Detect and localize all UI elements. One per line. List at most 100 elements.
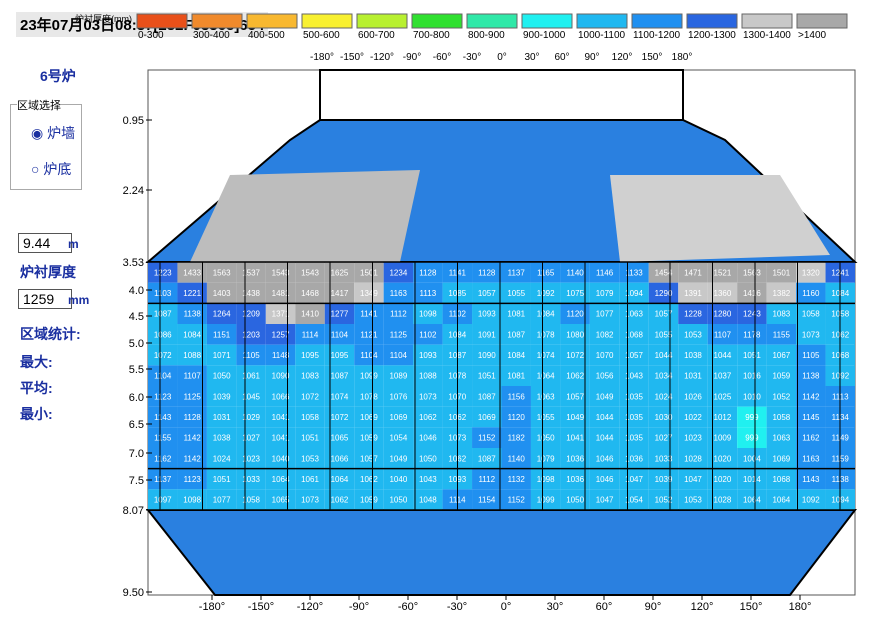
top-axis-label: 180° [672,52,693,63]
cell [206,303,237,324]
cell-value: 1084 [507,351,525,360]
x-axis-label: 120° [691,601,714,613]
cell-value: 1454 [655,268,673,277]
cell [177,303,207,324]
cell-value: 1137 [508,268,526,277]
y-axis-label: 7.0 [129,448,144,460]
cell [589,303,620,324]
cell-value: 1501 [772,268,790,277]
cell-value: 1360 [714,289,732,298]
cell [148,262,178,283]
cell [560,448,590,469]
cell [560,406,590,428]
cell-value: 1065 [331,434,349,443]
cell [560,489,590,510]
cell [707,262,738,283]
cell-value: 1047 [684,475,702,484]
cell [648,303,679,324]
cell-value: 1140 [567,268,585,277]
cell [413,303,443,324]
thickness-input[interactable]: 1259 [18,289,72,309]
cell [796,324,826,345]
cell [206,406,237,428]
cell-value: 1081 [507,310,525,319]
cell-value: 1004 [743,454,761,463]
cell-value: 1105 [802,351,820,360]
cell [354,386,384,407]
cell-value: 1094 [625,289,643,298]
legend-label: 1100-1200 [633,30,681,41]
height-input[interactable]: 9.44 [18,233,72,253]
cell-value: 1349 [360,289,378,298]
cell-value: 1154 [478,496,496,505]
cell [766,406,797,428]
cell [619,282,649,304]
cell [501,448,531,469]
cell-value: 1087 [154,310,172,319]
cell [413,427,443,448]
cell-value: 1083 [301,372,319,381]
cell-value: 1159 [832,454,850,463]
cell [678,386,708,407]
cell [501,344,531,366]
cell [619,448,649,469]
cell [678,448,708,469]
x-axis-label: 0° [501,601,512,613]
x-axis-label: -60° [398,601,418,613]
cell-value: 1069 [389,413,407,422]
cell-value: 1209 [242,310,260,319]
cell [530,303,561,324]
radio-wall[interactable]: ◉ 炉墙 [31,125,76,141]
cell [766,468,797,490]
top-axis-label: 120° [612,52,633,63]
cell-value: 1045 [242,392,260,401]
cell [413,262,443,283]
cell-value: 1074 [537,351,555,360]
cell-value: 1113 [420,289,437,298]
cell-value: 1046 [596,454,614,463]
cell [737,386,767,407]
cell-value: 1029 [242,413,260,422]
cell [206,386,237,407]
cell [766,365,797,386]
cell-value: 1046 [419,434,437,443]
x-axis-label: 60° [596,601,613,613]
cell-value: 1051 [213,475,231,484]
cell-value: 1072 [154,351,172,360]
cell [648,365,679,386]
legend-swatch [466,13,518,29]
cell [766,489,797,510]
cell [148,427,178,448]
cell-value: 1057 [655,310,673,319]
cell [501,365,531,386]
cell [796,365,826,386]
y-axis-label: 9.50 [123,587,144,599]
cell-value: 1049 [566,413,584,422]
cell-value: 1049 [389,454,407,463]
cell-value: 1563 [213,268,231,277]
cell-value: 1031 [684,372,702,381]
cell [472,303,502,324]
legend-swatch [301,13,353,29]
cell-value: 1027 [655,434,673,443]
radio-bottom[interactable]: ○ 炉底 [31,161,72,177]
cell-value: 1046 [596,475,614,484]
cell [354,406,384,428]
cell-value: 1132 [508,475,526,484]
cell [766,386,797,407]
cell-value: 1036 [566,454,584,463]
x-axis-label: -30° [447,601,467,613]
cell-value: 1024 [655,392,673,401]
legend-label: 0-300 [138,30,164,41]
cell-value: 1241 [831,268,849,277]
cell-value: 1095 [301,351,319,360]
legend-label: 500-600 [303,30,340,41]
legend-swatch [356,13,408,29]
cell-value: 1062 [360,475,378,484]
cell [324,262,355,283]
cell [206,468,237,490]
cell-value: 1051 [743,351,761,360]
cell-value: 1033 [655,454,673,463]
cell [648,468,679,490]
